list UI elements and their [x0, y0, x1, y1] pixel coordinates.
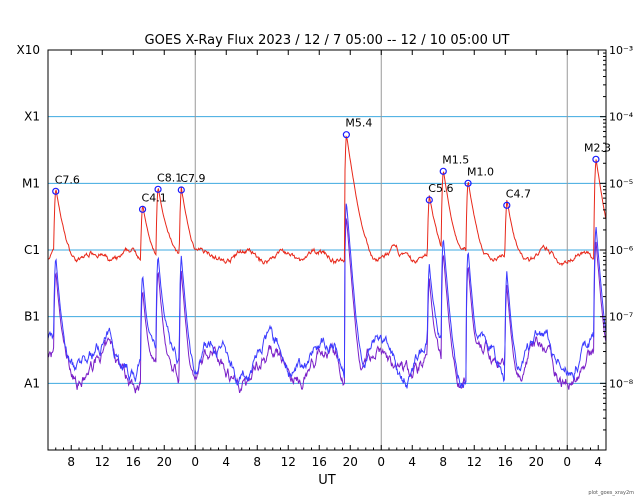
y-class-label: X1 [24, 110, 40, 124]
flare-marker [592, 155, 600, 163]
flare-label: C7.6 [55, 173, 80, 186]
short-wavelength-series [47, 203, 607, 389]
flare-markers: C7.6 C4.1 C8.1C7.9 M5.4 C5.6 M1.5M1.0 C4.7 M2.3 [52, 117, 611, 213]
flux-series [47, 135, 607, 394]
y-flux-label: 10⁻³ [609, 44, 633, 57]
x-tick-label: 8 [439, 455, 447, 469]
flare-label: C5.6 [428, 182, 453, 195]
x-tick-label: 4 [594, 455, 602, 469]
y-class-label: B1 [24, 310, 40, 324]
footer-label: plot_goes_xray2m [588, 490, 634, 496]
y-axis-class-labels: A1 B1 C1 M1 X1 X10 [17, 43, 41, 390]
y-flux-label: 10⁻⁷ [609, 311, 633, 324]
chart-title: GOES X-Ray Flux 2023 / 12 / 7 05:00 -- 1… [145, 33, 510, 48]
y-axis-flux-labels: 10⁻³ 10⁻⁴ 10⁻⁵ 10⁻⁶ 10⁻⁷ 10⁻⁸ [600, 44, 634, 451]
x-tick-label: 8 [67, 455, 75, 469]
x-tick-label: 20 [343, 455, 358, 469]
flare-label: M2.3 [584, 141, 611, 154]
y-flux-label: 10⁻⁶ [609, 244, 634, 257]
flare-label: M1.5 [442, 153, 469, 166]
flare-marker [154, 185, 162, 193]
x-tick-label: 16 [126, 455, 141, 469]
x-tick-label: 8 [253, 455, 261, 469]
flare-label: M5.4 [345, 117, 372, 130]
x-tick-label: 0 [563, 455, 571, 469]
x-tick-label: 12 [95, 455, 110, 469]
flare-label: C4.7 [506, 187, 531, 200]
x-tick-label: 4 [408, 455, 416, 469]
y-class-label: M1 [22, 176, 40, 190]
y-flux-label: 10⁻⁴ [609, 111, 634, 124]
x-tick-label: 0 [191, 455, 199, 469]
flare-marker [342, 131, 350, 139]
long-wavelength-series [47, 135, 607, 267]
flare-marker [439, 167, 447, 175]
x-tick-label: 16 [498, 455, 513, 469]
flare-label: M1.0 [467, 165, 494, 178]
flare-marker [425, 196, 433, 204]
x-tick-label: 12 [467, 455, 482, 469]
x-tick-label: 4 [222, 455, 230, 469]
y-flux-label: 10⁻⁸ [609, 377, 634, 390]
x-tick-label: 16 [312, 455, 327, 469]
y-flux-label: 10⁻⁵ [609, 177, 633, 190]
x-tick-label: 0 [377, 455, 385, 469]
x-tick-label: 12 [281, 455, 296, 469]
y-class-label: X10 [17, 43, 41, 57]
flare-marker [52, 187, 60, 195]
flare-marker [464, 179, 472, 187]
flare-marker [503, 201, 511, 209]
flare-label: C8.1 [157, 171, 182, 184]
flare-marker [177, 186, 185, 194]
y-class-label: C1 [24, 243, 40, 257]
x-tick-label: 20 [157, 455, 172, 469]
flare-marker [138, 205, 147, 213]
flare-label: C7.9 [180, 172, 205, 185]
flare-label: C4.1 [142, 191, 167, 204]
short-wavelength-series-secondary [47, 218, 607, 394]
x-axis-label: UT [318, 473, 336, 488]
x-axis-ticks: 8 12 16 20 0 4 8 12 16 20 0 4 8 12 16 20 0 4 [47, 50, 607, 469]
y-class-label: A1 [24, 376, 40, 390]
x-tick-label: 20 [529, 455, 544, 469]
